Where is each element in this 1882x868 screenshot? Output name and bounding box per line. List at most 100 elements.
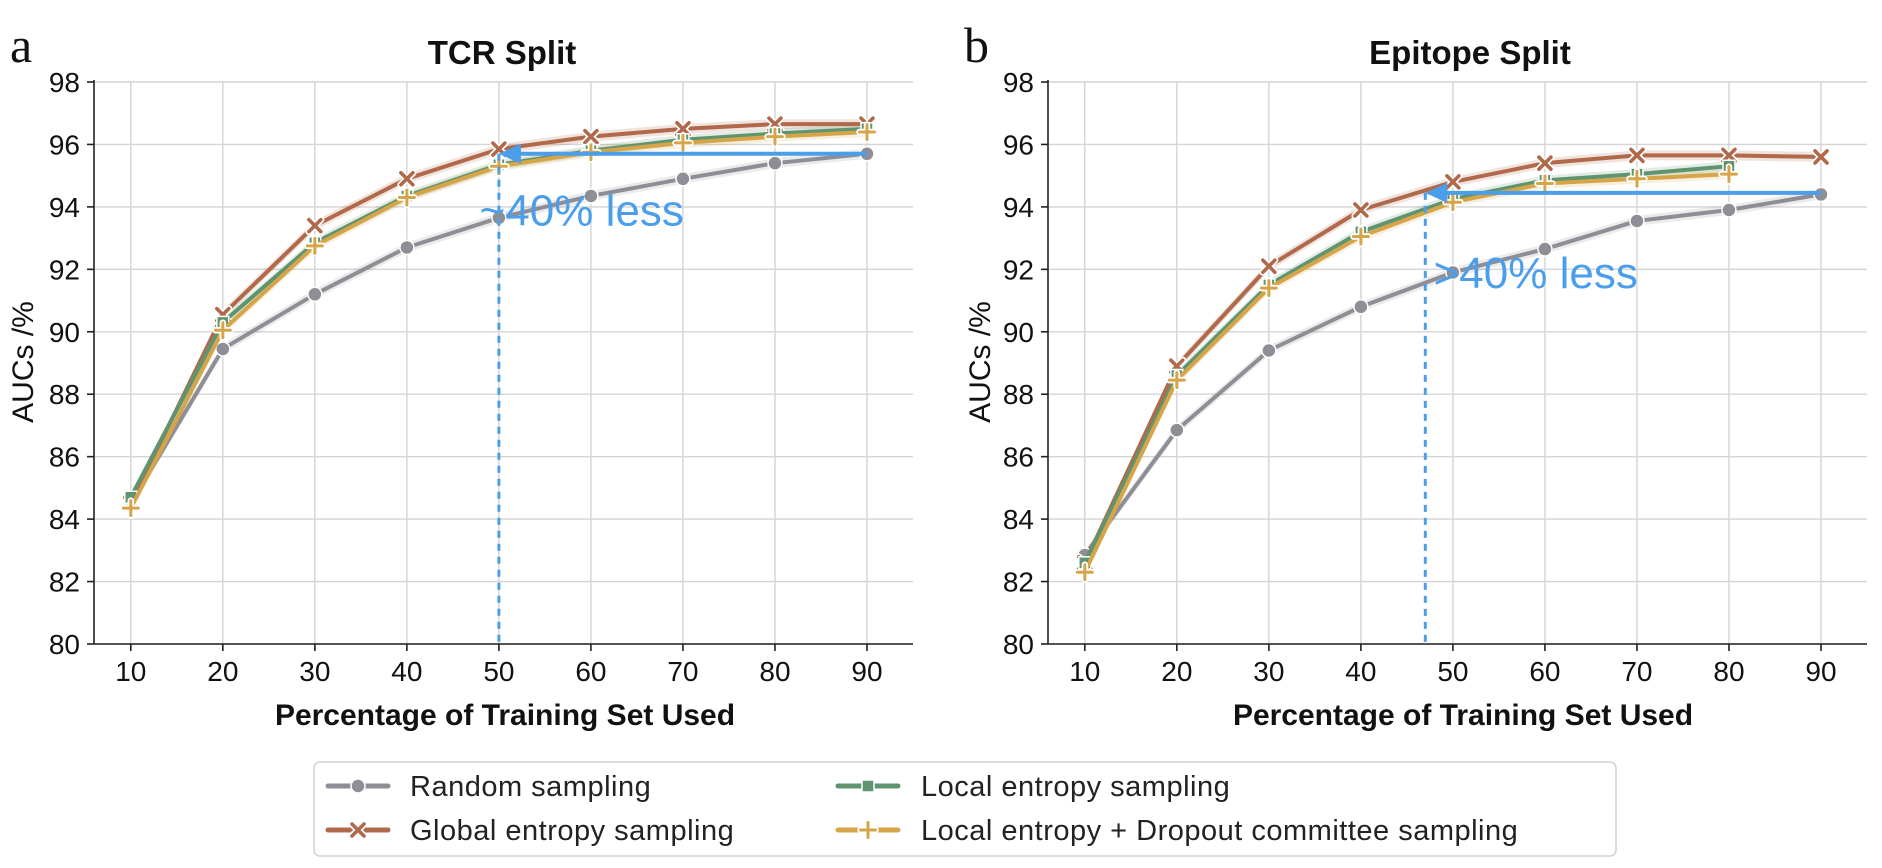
y-tick-label: 80 [1003, 629, 1034, 660]
x-tick-label: 70 [1621, 656, 1652, 687]
data-point-global [581, 127, 601, 147]
y-tick-label: 88 [1003, 379, 1034, 410]
data-point-dropout [304, 235, 326, 257]
x-tick-label: 30 [1253, 656, 1284, 687]
y-axis-label: AUCs /% [964, 301, 997, 423]
data-point-dropout [1442, 191, 1464, 213]
data-point-global [1719, 145, 1739, 165]
data-point-random [1629, 213, 1645, 229]
data-point-random [215, 341, 231, 357]
series-line-dropout [1082, 172, 1731, 575]
data-point-dropout [764, 125, 786, 148]
chart-title: Epitope Split [1369, 34, 1571, 71]
data-point-random [1537, 241, 1553, 257]
panel-epitope-split: b Epitope Split >40% less 80 82 84 86 88 90 92… [964, 17, 1867, 732]
y-tick-label: 96 [49, 129, 80, 160]
legend-swatch-marker [348, 820, 368, 840]
annotation-arrowhead [498, 143, 521, 164]
legend-item-dropout: Local entropy + Dropout committee sampli… [835, 815, 1518, 847]
data-point-dropout [1166, 369, 1188, 391]
legend-item-random: Random sampling [325, 771, 651, 803]
y-tick-label: 94 [49, 192, 80, 223]
x-tick-label: 20 [1161, 656, 1192, 687]
data-point-global [1351, 200, 1371, 220]
legend-box [313, 761, 1617, 857]
data-point-global [1811, 147, 1831, 167]
x-tick-label: 20 [207, 656, 238, 687]
data-point-random [1261, 342, 1277, 359]
y-axis-label: AUCs /% [7, 301, 40, 423]
y-tick-label: 86 [49, 442, 80, 473]
annotation-label: >40% less [1434, 249, 1638, 298]
x-tick-label: 40 [1345, 656, 1376, 687]
x-axis-label: Percentage of Training Set Used [275, 699, 735, 732]
x-tick-label: 10 [1069, 656, 1100, 687]
x-tick-label: 50 [1437, 656, 1468, 687]
y-tick-label: 94 [1003, 192, 1034, 223]
y-tick-label: 96 [1003, 129, 1034, 160]
y-tick-label: 90 [49, 317, 80, 348]
data-point-dropout [672, 132, 694, 154]
legend-item-local: Local entropy sampling [835, 771, 1230, 803]
x-tick-label: 40 [391, 656, 422, 687]
legend-item-global: Global entropy sampling [325, 815, 734, 847]
x-tick-label: 80 [1713, 656, 1744, 687]
data-point-dropout [120, 497, 142, 519]
data-point-dropout [1074, 561, 1096, 583]
data-point-global [1535, 153, 1555, 173]
data-point-global [1443, 172, 1463, 192]
y-tick-label: 84 [1003, 504, 1034, 535]
x-axis-label: Percentage of Training Set Used [1233, 699, 1693, 732]
data-point-global [305, 216, 325, 236]
legend-label: Global entropy sampling [410, 815, 734, 847]
data-point-dropout [1350, 225, 1372, 248]
panel-letter: b [964, 17, 989, 73]
y-tick-label: 98 [49, 67, 80, 98]
data-point-dropout [856, 121, 878, 143]
y-tick-label: 80 [49, 629, 80, 660]
annotation-arrowhead [1425, 182, 1448, 203]
x-tick-label: 80 [759, 656, 790, 687]
data-point-random [583, 188, 599, 204]
x-tick-label: 90 [1805, 656, 1836, 687]
data-point-dropout [212, 319, 234, 341]
data-point-random [1721, 202, 1737, 218]
legend-swatch-marker [861, 779, 875, 793]
data-point-random [1353, 299, 1369, 315]
y-tick-label: 86 [1003, 442, 1034, 473]
y-tick-label: 92 [1003, 254, 1034, 285]
x-tick-label: 30 [299, 656, 330, 687]
panel-letter: a [10, 17, 32, 73]
annotation-label: ~40% less [480, 187, 684, 236]
data-point-dropout [1534, 172, 1556, 195]
y-tick-label: 98 [1003, 67, 1034, 98]
data-point-random [767, 155, 783, 171]
series-line-local [1082, 164, 1731, 565]
x-tick-label: 10 [115, 656, 146, 687]
data-point-random [1445, 264, 1461, 281]
data-point-dropout [396, 186, 418, 209]
legend: Random sampling Global entropy sampling … [313, 761, 1617, 857]
data-point-global [397, 169, 417, 189]
legend-label: Local entropy + Dropout committee sampli… [921, 815, 1518, 847]
x-tick-label: 90 [851, 656, 882, 687]
legend-label: Local entropy sampling [921, 771, 1230, 803]
data-point-global [1627, 145, 1647, 165]
legend-swatch-marker [350, 778, 366, 794]
y-tick-label: 92 [49, 254, 80, 285]
x-tick-label: 50 [483, 656, 514, 687]
chart-title: TCR Split [428, 34, 576, 71]
data-point-random [675, 171, 691, 187]
x-tick-label: 60 [575, 656, 606, 687]
legend-swatch-marker [857, 819, 879, 841]
data-point-global [673, 119, 693, 139]
legend-label: Random sampling [410, 771, 651, 803]
data-point-dropout [1258, 277, 1280, 299]
x-tick-label: 70 [667, 656, 698, 687]
x-tick-label: 60 [1529, 656, 1560, 687]
data-point-random [399, 239, 415, 256]
data-point-dropout [1626, 168, 1648, 190]
data-point-random [307, 286, 323, 303]
data-point-dropout [1718, 163, 1740, 185]
